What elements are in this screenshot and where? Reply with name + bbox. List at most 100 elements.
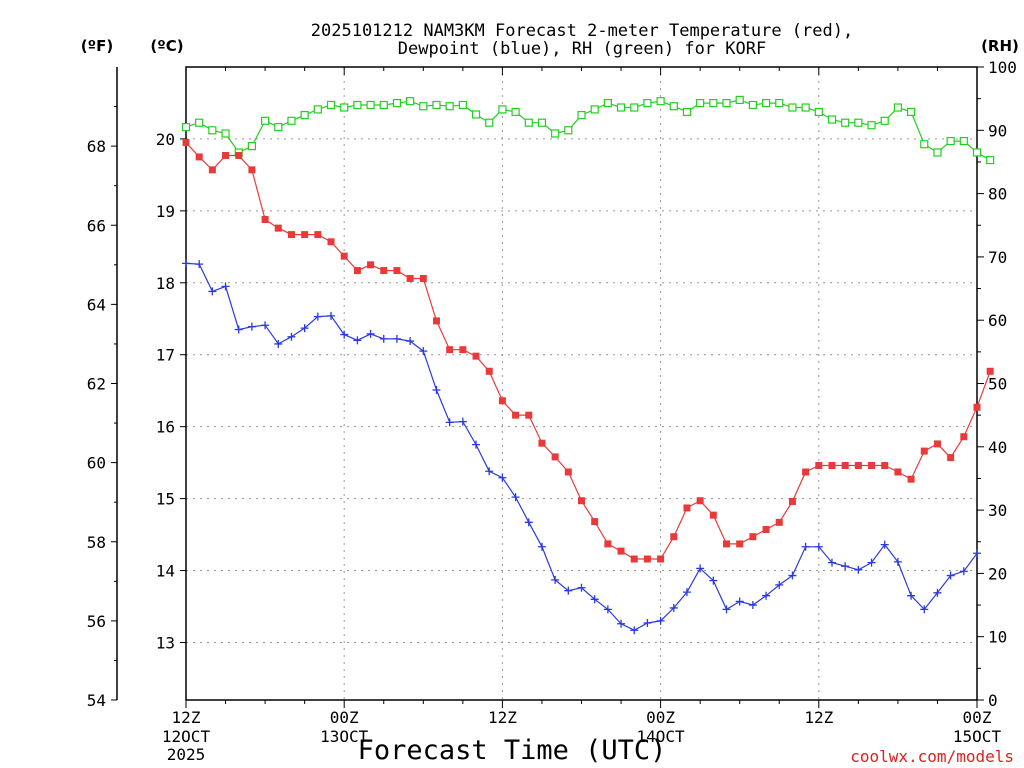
rh-point [208,126,217,135]
temperature-point [261,215,269,223]
rh-point [419,102,428,111]
temperature-point [380,267,388,275]
celsius-tick-label: 17 [156,346,175,365]
dewpoint-point [617,619,626,628]
rh-point [221,129,230,138]
x-tick-label-date: 12OCT [162,727,211,746]
temperature-point [446,346,454,354]
rh-point [696,98,705,108]
rh-point [340,103,349,112]
rh-tick-label: 10 [988,628,1007,647]
rh-point [313,105,322,114]
fahrenheit-tick-label: 60 [87,454,106,473]
dewpoint-point [920,605,929,614]
rh-point [986,155,995,165]
rh-tick-label: 50 [988,375,1007,394]
celsius-tick-label: 19 [156,202,175,221]
dewpoint-point [274,339,283,348]
x-tick-label-date: 15OCT [953,727,1002,746]
rh-point [353,100,362,110]
rh-point [946,136,955,146]
rh-point [972,148,982,157]
rh-point [485,118,494,127]
dewpoint-point [669,603,678,612]
temperature-point [696,497,704,505]
dewpoint-point [353,336,362,345]
rh-tick-label: 80 [988,185,1007,204]
rh-line [185,99,991,161]
temperature-point [643,555,651,563]
temperature-point [564,468,572,476]
dewpoint-point [841,562,850,571]
dewpoint-point [735,597,744,606]
rh-point [748,100,757,110]
temperature-point [854,462,862,470]
dewpoint-point [801,542,810,551]
rh-point [445,102,454,111]
fahrenheit-tick-label: 56 [87,612,106,631]
rh-point [195,118,204,127]
rh-point [551,129,560,138]
dewpoint-point [577,583,586,592]
temperature-point [604,540,612,548]
dewpoint-point [656,616,665,625]
dewpoint-point [682,588,691,597]
dewpoint-point [511,493,520,502]
temperature-point [973,403,981,411]
temperature-point [657,555,665,563]
dewpoint-point [827,558,836,567]
dewpoint-point [959,567,968,576]
rh-point [379,100,388,110]
temperature-point [406,274,414,282]
temperature-point [235,151,243,159]
temperature-series [182,139,994,563]
rh-point [722,98,731,108]
dewpoint-point [788,571,797,580]
credit-link[interactable]: coolwx.com/models [850,747,1014,766]
temperature-point [986,367,994,375]
rh-point [300,111,309,120]
temperature-point [591,518,599,526]
dewpoint-point [854,565,863,574]
temperature-point [314,231,322,239]
temperature-point [393,267,401,275]
dewpoint-point [748,601,757,610]
dewpoint-point [208,287,217,296]
dewpoint-point [221,282,230,291]
dewpoint-point [485,467,494,476]
x-tick-label-time: 12Z [804,708,833,727]
temperature-point [947,454,955,462]
temperature-point [182,139,190,147]
dewpoint-point [893,557,902,566]
rh-point [392,98,402,108]
temperature-line [185,142,991,560]
temperature-point [670,533,678,541]
rh-point [682,107,692,117]
temperature-point [907,475,915,483]
rh-point [735,95,744,105]
celsius-tick-label: 15 [156,490,175,509]
rh-point [326,100,336,110]
rh-point [630,103,639,112]
temperature-point [617,547,625,555]
temperature-point [419,274,427,282]
dewpoint-point [551,575,560,584]
chart-title-line-2: Dewpoint (blue), RH (green) for KORF [398,39,766,59]
rh-point [880,116,889,125]
temperature-point [683,504,691,512]
dewpoint-point [537,542,546,551]
dewpoint-point [458,417,467,426]
temperature-point [749,533,757,541]
dewpoint-point [643,619,652,628]
temperature-point [881,462,889,470]
temperature-point [287,231,295,239]
temperature-point [222,151,230,159]
temperature-point [723,540,731,548]
fahrenheit-tick-label: 64 [87,295,106,314]
rh-point [564,126,573,135]
temperature-point [485,367,493,375]
rh-point [287,116,296,125]
rh-point [867,121,876,130]
dewpoint-point [182,259,190,268]
temperature-point [775,518,783,526]
